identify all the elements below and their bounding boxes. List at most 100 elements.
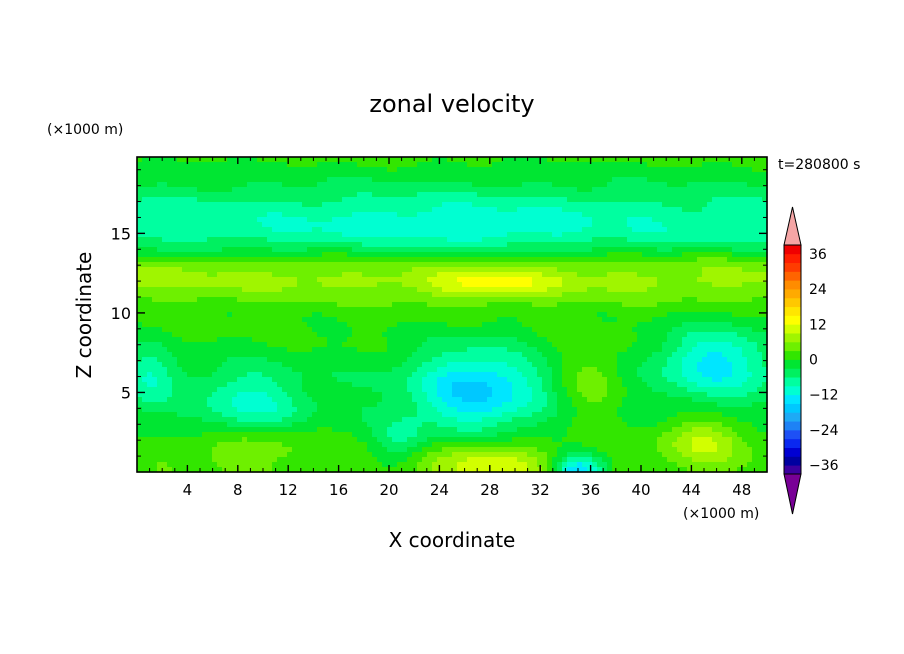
field-cell: [622, 172, 628, 178]
field-cell: [597, 187, 603, 193]
field-cell: [567, 292, 573, 298]
field-cell: [307, 212, 313, 218]
field-cell: [187, 157, 193, 163]
field-cell: [667, 237, 673, 243]
field-cell: [562, 227, 568, 233]
field-cell: [457, 262, 463, 268]
field-cell: [362, 172, 368, 178]
field-cell: [392, 227, 398, 233]
field-cell: [232, 267, 238, 273]
field-cell: [182, 292, 188, 298]
field-cell: [177, 197, 183, 203]
field-cell: [197, 262, 203, 268]
field-cell: [462, 202, 468, 208]
field-cell: [647, 282, 653, 288]
field-cell: [572, 312, 578, 318]
field-cell: [672, 342, 678, 348]
field-cell: [457, 157, 463, 163]
field-cell: [552, 252, 558, 258]
field-cell: [532, 337, 538, 343]
field-cell: [197, 252, 203, 258]
field-cell: [247, 302, 253, 308]
field-cell: [342, 237, 348, 243]
field-cell: [277, 287, 283, 293]
field-cell: [197, 347, 203, 353]
field-cell: [737, 237, 743, 243]
field-cell: [722, 337, 728, 343]
field-cell: [272, 262, 278, 268]
field-cell: [172, 277, 178, 283]
field-cell: [517, 217, 523, 223]
field-cell: [412, 322, 418, 328]
field-cell: [442, 187, 448, 193]
field-cell: [357, 192, 363, 198]
field-cell: [272, 267, 278, 273]
field-cell: [207, 202, 213, 208]
field-cell: [212, 292, 218, 298]
field-cell: [602, 237, 608, 243]
field-cell: [337, 182, 343, 188]
field-cell: [492, 207, 498, 213]
field-cell: [722, 327, 728, 333]
field-cell: [357, 162, 363, 168]
field-cell: [687, 307, 693, 313]
field-cell: [602, 292, 608, 298]
field-cell: [342, 302, 348, 308]
field-cell: [682, 262, 688, 268]
field-cell: [202, 247, 208, 253]
field-cell: [727, 182, 733, 188]
field-cell: [307, 157, 313, 163]
field-cell: [562, 172, 568, 178]
field-cell: [302, 302, 308, 308]
field-cell: [622, 307, 628, 313]
field-cell: [367, 347, 373, 353]
field-cell: [272, 157, 278, 163]
field-cell: [387, 257, 393, 263]
field-cell: [292, 187, 298, 193]
field-cell: [347, 197, 353, 203]
field-cell: [442, 207, 448, 213]
field-cell: [222, 262, 228, 268]
field-cell: [382, 337, 388, 343]
field-cell: [717, 287, 723, 293]
field-cell: [602, 342, 608, 348]
field-cell: [712, 232, 718, 238]
field-cell: [642, 302, 648, 308]
field-cell: [637, 312, 643, 318]
field-cell: [252, 172, 258, 178]
field-cell: [442, 227, 448, 233]
field-cell: [447, 322, 453, 328]
field-cell: [552, 342, 558, 348]
field-cell: [302, 237, 308, 243]
field-cell: [422, 332, 428, 338]
field-cell: [547, 247, 553, 253]
field-cell: [387, 282, 393, 288]
field-cell: [512, 267, 518, 273]
field-cell: [192, 347, 198, 353]
field-cell: [582, 272, 588, 278]
field-cell: [467, 207, 473, 213]
field-cell: [762, 247, 768, 253]
field-cell: [212, 282, 218, 288]
field-cell: [547, 197, 553, 203]
field-cell: [432, 297, 438, 303]
field-cell: [437, 227, 443, 233]
field-cell: [187, 272, 193, 278]
field-cell: [292, 342, 298, 348]
field-cell: [142, 287, 148, 293]
field-cell: [227, 272, 233, 278]
field-cell: [567, 302, 573, 308]
field-cell: [237, 262, 243, 268]
field-cell: [282, 337, 288, 343]
field-cell: [252, 307, 258, 313]
field-cell: [407, 197, 413, 203]
field-cell: [277, 182, 283, 188]
field-cell: [342, 317, 348, 323]
field-cell: [737, 187, 743, 193]
field-cell: [272, 352, 278, 358]
field-cell: [272, 307, 278, 313]
field-cell: [137, 322, 143, 328]
field-cell: [532, 247, 538, 253]
field-cell: [422, 342, 428, 348]
field-cell: [642, 312, 648, 318]
